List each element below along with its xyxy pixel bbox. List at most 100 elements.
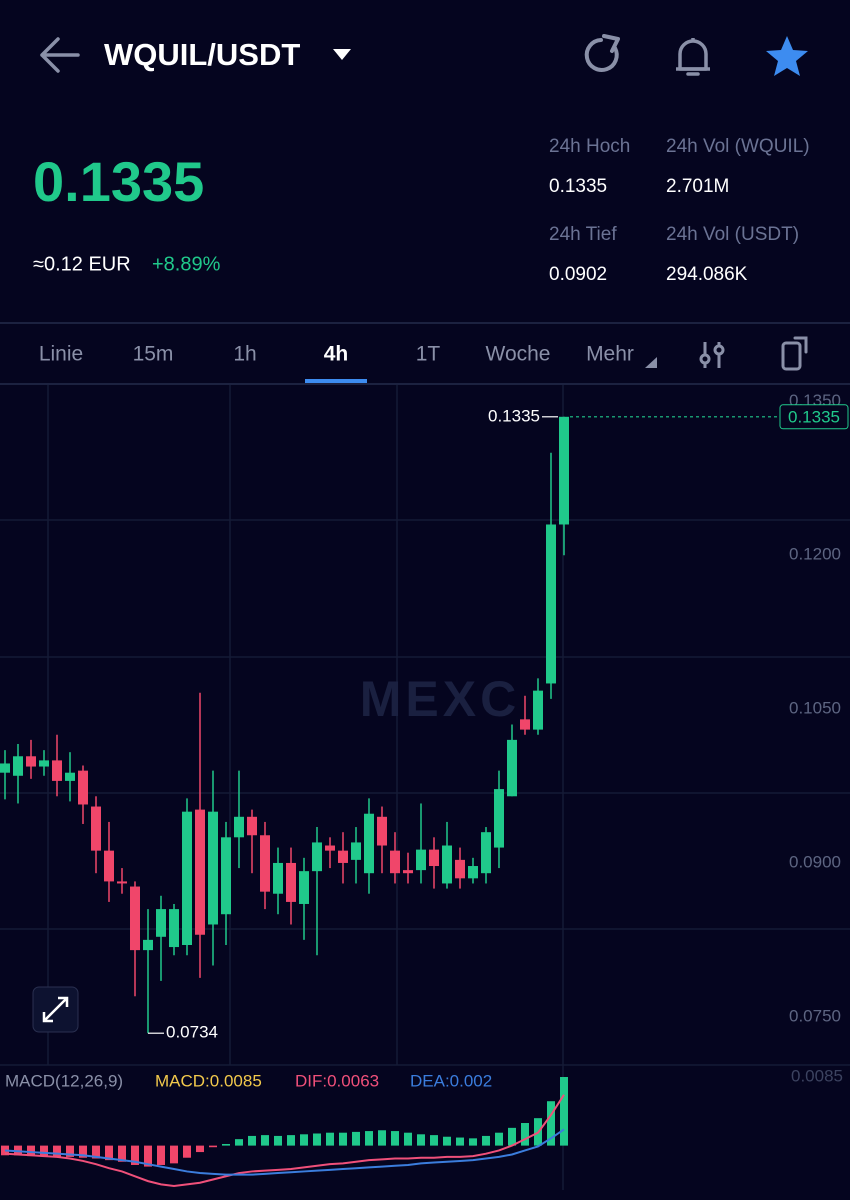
landscape-toggle[interactable] xyxy=(781,336,808,371)
macd-bar xyxy=(248,1135,256,1146)
tab[interactable]: Mehr xyxy=(586,343,634,366)
macd-chart: 0.0085 MACD(12,26,9) MACD:0.0085 DIF:0.0063… xyxy=(1,1066,843,1187)
tab[interactable]: Woche xyxy=(486,343,551,366)
indicator-line xyxy=(4,1128,565,1176)
macd-bar xyxy=(92,1145,100,1159)
macd-bar xyxy=(417,1134,425,1146)
macd-bar xyxy=(430,1135,438,1146)
pair-dropdown[interactable] xyxy=(333,49,351,60)
candle-body xyxy=(312,842,322,872)
macd-bar xyxy=(235,1139,243,1146)
macd-bar xyxy=(105,1145,113,1161)
watermark: MEXC xyxy=(360,671,520,727)
candle-body xyxy=(247,816,257,836)
macd-bar xyxy=(469,1138,477,1146)
candle-body xyxy=(78,770,88,805)
candle-body xyxy=(286,862,296,902)
macd-bar xyxy=(118,1145,126,1162)
fullscreen-button[interactable] xyxy=(32,986,79,1033)
macd-bar xyxy=(66,1145,74,1157)
candle-body xyxy=(104,850,114,882)
candle-body xyxy=(533,690,543,730)
macd-bar xyxy=(40,1145,48,1157)
candle-body xyxy=(273,862,283,894)
chart-grid xyxy=(0,385,850,1190)
candle-body xyxy=(52,760,62,781)
indicator-title: MACD(12,26,9) xyxy=(5,1071,123,1090)
candle-body xyxy=(416,849,426,871)
stat-value: 0.1335 xyxy=(549,176,607,197)
candle-body xyxy=(559,416,569,525)
y-tick-label: 0.0750 xyxy=(789,1006,841,1025)
tab[interactable]: 4h xyxy=(324,343,349,366)
candle-body xyxy=(481,832,491,874)
tab[interactable]: 15m xyxy=(133,343,174,366)
price-change: +8.89% xyxy=(152,253,221,275)
macd-bar xyxy=(313,1133,321,1146)
tab[interactable]: 1T xyxy=(416,343,441,366)
stat-value: 294.086K xyxy=(666,264,748,285)
back-button[interactable] xyxy=(40,37,80,73)
macd-bar xyxy=(261,1135,269,1146)
stat-label: 24h Vol (WQUIL) xyxy=(666,136,810,157)
fiat-price: ≈0.12 EUR xyxy=(33,253,131,275)
macd-bar xyxy=(404,1132,412,1146)
alert-icon[interactable] xyxy=(676,38,710,76)
candle-body xyxy=(507,739,517,797)
candle-body xyxy=(338,850,348,863)
macd-bar xyxy=(547,1101,555,1146)
candle-body xyxy=(455,859,465,879)
y-tick-label: 0.0900 xyxy=(789,852,841,871)
last-price-label: 0.1335 xyxy=(788,407,840,426)
candle-body xyxy=(377,816,387,846)
macd-bar xyxy=(300,1134,308,1146)
macd-bar xyxy=(508,1127,516,1146)
stat-label: 24h Hoch xyxy=(549,136,630,157)
macd-bar xyxy=(144,1145,152,1167)
macd-bar xyxy=(378,1130,386,1146)
legend-entry: DEA:0.002 xyxy=(410,1071,492,1090)
macd-bar xyxy=(456,1137,464,1146)
candle-body xyxy=(91,806,101,851)
candle-body xyxy=(494,789,504,848)
macd-bar xyxy=(27,1145,35,1157)
candle-body xyxy=(429,849,439,867)
candle-body xyxy=(26,756,36,767)
candle-body xyxy=(13,756,23,776)
candle-body xyxy=(546,524,556,684)
macd-bar xyxy=(287,1135,295,1146)
stat-label: 24h Vol (USDT) xyxy=(666,224,799,245)
candle-body xyxy=(117,881,127,884)
candle-body xyxy=(234,816,244,838)
macd-bar xyxy=(560,1077,568,1146)
candle-body xyxy=(403,870,413,874)
candle-body xyxy=(169,909,179,948)
candle-body xyxy=(156,909,166,937)
macd-bar xyxy=(326,1132,334,1146)
macd-bar xyxy=(443,1136,451,1146)
candle-body xyxy=(39,760,49,767)
y-tick-label: 0.1200 xyxy=(789,545,841,564)
last-price-tag xyxy=(779,404,849,430)
tab[interactable]: Linie xyxy=(39,343,83,366)
candle-body xyxy=(260,835,270,892)
macd-bar xyxy=(521,1123,529,1146)
pair-title[interactable]: WQUIL/USDT xyxy=(104,37,300,72)
refresh-icon[interactable] xyxy=(584,34,620,72)
more-caret xyxy=(645,357,657,368)
high-marker-label: 0.1335 xyxy=(488,406,540,425)
indicator-settings[interactable] xyxy=(699,342,725,368)
macd-bar xyxy=(209,1145,217,1148)
macd-bar xyxy=(79,1145,87,1158)
favorite-icon[interactable] xyxy=(766,36,808,76)
stat-value: 2.701M xyxy=(666,176,729,197)
tab[interactable]: 1h xyxy=(233,343,256,366)
candle-body xyxy=(442,845,452,884)
low-marker-label: 0.0734 xyxy=(166,1023,218,1042)
legend-entry: DIF:0.0063 xyxy=(295,1071,379,1090)
macd-bar xyxy=(391,1131,399,1146)
candle-body xyxy=(520,719,530,730)
candle-body xyxy=(325,845,335,851)
